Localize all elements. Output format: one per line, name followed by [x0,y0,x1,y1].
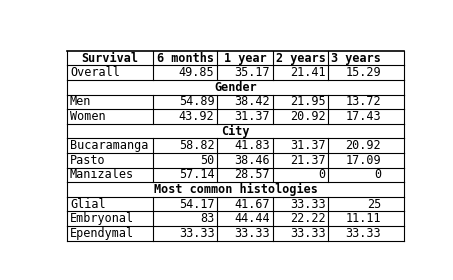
Text: 43.92: 43.92 [178,110,214,123]
Text: 20.92: 20.92 [346,139,381,152]
Text: 13.72: 13.72 [346,95,381,108]
Text: Glial: Glial [70,198,106,211]
Text: 6 months: 6 months [157,52,214,65]
Text: 41.67: 41.67 [234,198,270,211]
Text: 25: 25 [367,198,381,211]
Text: 31.37: 31.37 [290,139,326,152]
Text: 54.17: 54.17 [178,198,214,211]
Text: 11.11: 11.11 [346,212,381,225]
Text: 41.83: 41.83 [234,139,270,152]
Text: 21.41: 21.41 [290,66,326,79]
Text: Women: Women [70,110,106,123]
Text: 0: 0 [318,168,326,181]
Text: 33.33: 33.33 [290,198,326,211]
Text: City: City [222,125,250,138]
Text: Survival: Survival [82,52,139,65]
Text: 15.29: 15.29 [346,66,381,79]
Text: 50: 50 [200,154,214,167]
Text: 2 years: 2 years [275,52,326,65]
Text: 20.92: 20.92 [290,110,326,123]
Text: Ependymal: Ependymal [70,227,134,240]
Text: Manizales: Manizales [70,168,134,181]
Text: 22.22: 22.22 [290,212,326,225]
Text: 49.85: 49.85 [178,66,214,79]
Text: 33.33: 33.33 [290,227,326,240]
Text: 35.17: 35.17 [234,66,270,79]
Text: Pasto: Pasto [70,154,106,167]
Text: 83: 83 [200,212,214,225]
Text: 3 years: 3 years [331,52,381,65]
Text: 0: 0 [374,168,381,181]
Text: Gender: Gender [214,81,257,94]
Text: 1 year: 1 year [224,52,266,65]
Text: 21.95: 21.95 [290,95,326,108]
Text: Embryonal: Embryonal [70,212,134,225]
Text: 33.33: 33.33 [234,227,270,240]
Text: 28.57: 28.57 [234,168,270,181]
Text: Bucaramanga: Bucaramanga [70,139,148,152]
Text: 58.82: 58.82 [178,139,214,152]
Text: 57.14: 57.14 [178,168,214,181]
Text: 38.46: 38.46 [234,154,270,167]
Text: 17.43: 17.43 [346,110,381,123]
Text: Men: Men [70,95,92,108]
Text: 33.33: 33.33 [178,227,214,240]
Text: 21.37: 21.37 [290,154,326,167]
Text: Most common histologies: Most common histologies [154,183,318,196]
Text: 17.09: 17.09 [346,154,381,167]
Text: 33.33: 33.33 [346,227,381,240]
Text: Overall: Overall [70,66,120,79]
Text: 54.89: 54.89 [178,95,214,108]
Text: 44.44: 44.44 [234,212,270,225]
Text: 31.37: 31.37 [234,110,270,123]
Text: 38.42: 38.42 [234,95,270,108]
